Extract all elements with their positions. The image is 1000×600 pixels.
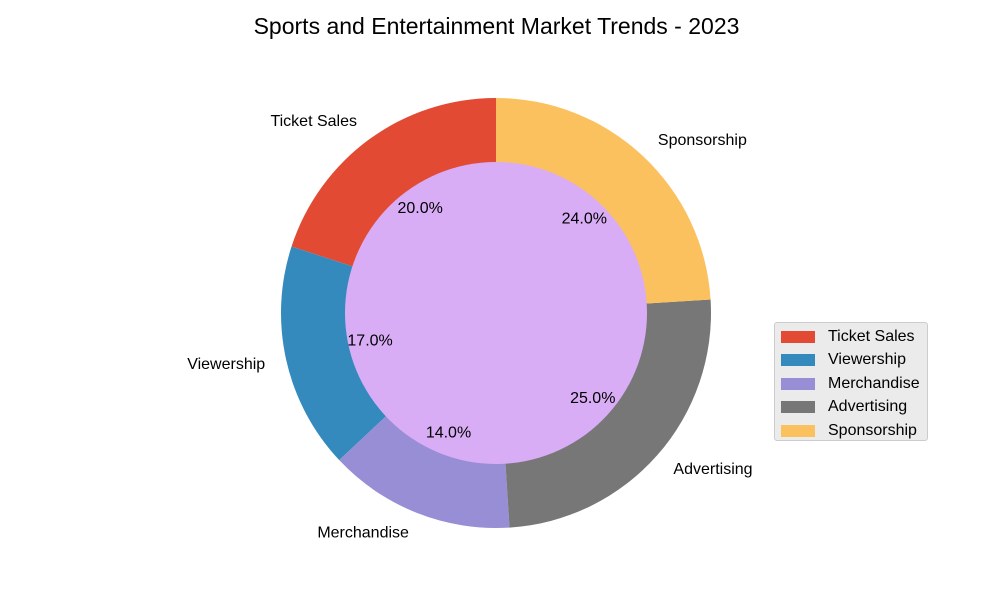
- slice-category-label: Ticket Sales: [270, 113, 357, 130]
- slice-percent-label: 24.0%: [562, 210, 607, 227]
- legend-entry: Advertising: [781, 396, 927, 420]
- legend-swatch: [781, 377, 815, 390]
- donut-center: [345, 162, 647, 464]
- chart-legend: Ticket Sales Viewership Merchandise Adve…: [774, 322, 928, 441]
- legend-label: Viewership: [828, 351, 906, 369]
- legend-label: Ticket Sales: [828, 327, 915, 345]
- slice-percent-label: 17.0%: [347, 333, 392, 350]
- legend-entry: Merchandise: [781, 372, 927, 396]
- slice-category-label: Advertising: [673, 461, 752, 478]
- slice-percent-label: 14.0%: [426, 424, 471, 441]
- legend-label: Advertising: [828, 398, 908, 416]
- legend-label: Sponsorship: [828, 421, 917, 439]
- labels-layer: Ticket Sales 20.0% Viewership 17.0% Merchand…: [187, 113, 752, 541]
- slice-category-label: Viewership: [187, 356, 265, 373]
- slice-category-label: Merchandise: [317, 524, 409, 541]
- slice-category-label: Sponsorship: [658, 132, 747, 149]
- legend-swatch: [781, 401, 815, 414]
- legend-swatch: [781, 330, 815, 343]
- slice-percent-label: 20.0%: [397, 200, 442, 217]
- legend-swatch: [781, 424, 815, 437]
- chart-title: Sports and Entertainment Market Trends -…: [253, 13, 740, 39]
- slice-percent-label: 25.0%: [570, 390, 615, 407]
- legend-label: Merchandise: [828, 374, 920, 392]
- legend-entry: Ticket Sales: [781, 325, 927, 349]
- legend-entry: Sponsorship: [781, 419, 927, 443]
- legend-entry: Viewership: [781, 349, 927, 373]
- legend-swatch: [781, 354, 815, 367]
